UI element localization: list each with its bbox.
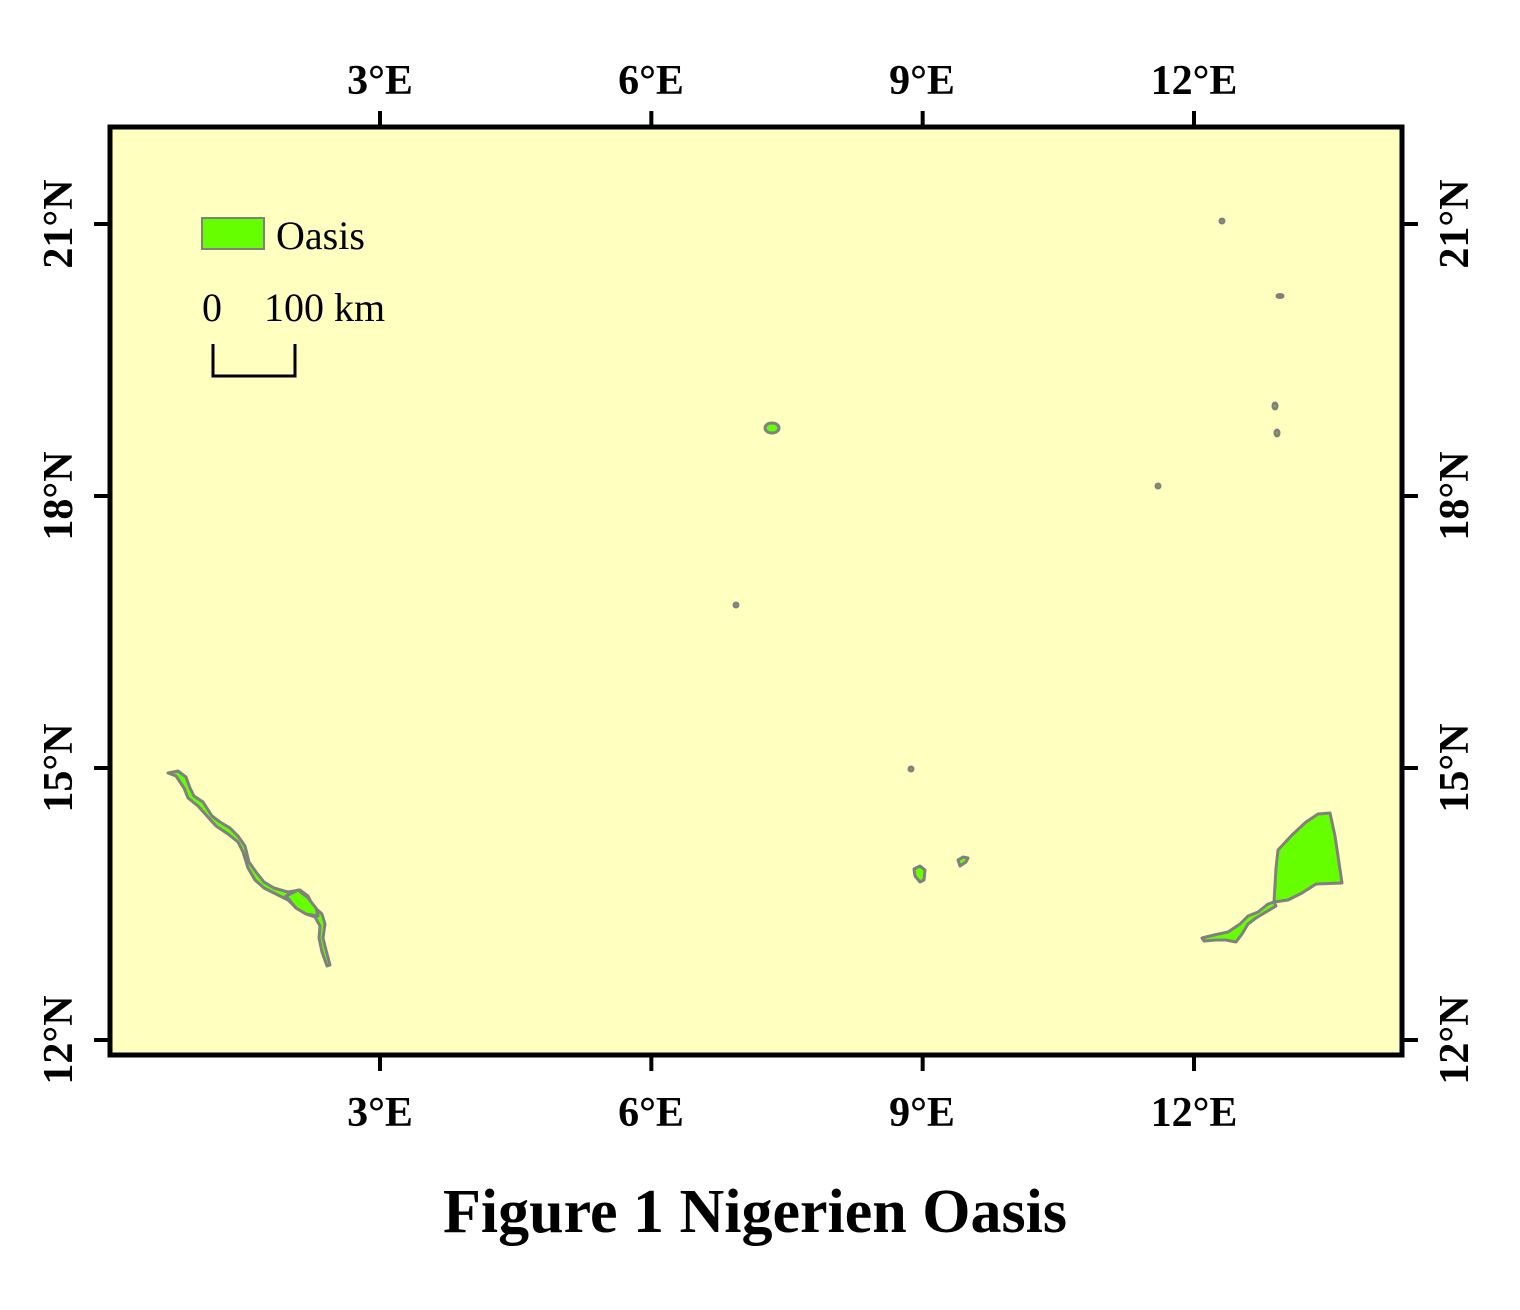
latitude-labels-right: 21°N 18°N 15°N 12°N bbox=[1432, 179, 1478, 1084]
lat-label-left-18: 18°N bbox=[36, 451, 82, 540]
figure-title: Figure 1 Nigerien Oasis bbox=[443, 1178, 1067, 1246]
lon-label-top-12: 12°E bbox=[1151, 58, 1238, 104]
lon-label-bottom-9: 9°E bbox=[889, 1090, 955, 1136]
map-frame bbox=[107, 124, 1405, 1058]
oasis-tiny-5 bbox=[1273, 428, 1281, 438]
oasis-tiny-6 bbox=[1154, 482, 1162, 490]
lon-label-top-3: 3°E bbox=[347, 58, 413, 104]
oasis-djado bbox=[1218, 217, 1226, 225]
lat-label-right-15: 15°N bbox=[1432, 723, 1478, 812]
legend-oasis-label: Oasis bbox=[276, 213, 365, 258]
lat-label-right-12: 12°N bbox=[1432, 995, 1478, 1084]
lat-label-left-12: 12°N bbox=[36, 995, 82, 1084]
legend: Oasis bbox=[201, 213, 365, 258]
lon-label-bottom-12: 12°E bbox=[1151, 1090, 1238, 1136]
longitude-labels-bottom: 3°E 6°E 9°E 12°E bbox=[347, 1090, 1237, 1136]
oasis-lake-chad bbox=[1272, 811, 1344, 904]
lon-label-bottom-6: 6°E bbox=[618, 1090, 684, 1136]
legend-oasis-swatch bbox=[201, 217, 265, 250]
oasis-agadez bbox=[763, 421, 781, 435]
graticule-ticks bbox=[94, 111, 1418, 1071]
oasis-tiny-4 bbox=[1271, 401, 1279, 411]
scale-zero-label: 0 bbox=[202, 285, 222, 330]
lat-label-right-21: 21°N bbox=[1432, 179, 1478, 268]
oasis-zinder-patch-2 bbox=[956, 855, 970, 868]
lon-label-top-6: 6°E bbox=[618, 58, 684, 104]
oasis-zinder-patch bbox=[912, 864, 927, 884]
oasis-tiny-1 bbox=[732, 601, 740, 609]
scale-bar-line bbox=[211, 344, 297, 378]
lat-label-left-21: 21°N bbox=[36, 179, 82, 268]
oasis-tiny-3 bbox=[1275, 293, 1285, 299]
lon-label-top-9: 9°E bbox=[889, 58, 955, 104]
lat-label-right-18: 18°N bbox=[1432, 451, 1478, 540]
oasis-komadugu-yobe bbox=[1200, 900, 1278, 944]
lat-label-left-15: 15°N bbox=[36, 723, 82, 812]
oasis-niger-river-wide bbox=[284, 888, 320, 918]
scale-max-label: 100 km bbox=[264, 285, 385, 330]
longitude-labels-top: 3°E 6°E 9°E 12°E bbox=[347, 58, 1237, 104]
lon-label-bottom-3: 3°E bbox=[347, 1090, 413, 1136]
scale-bar: 0 100 km bbox=[202, 285, 385, 378]
oasis-tiny-2 bbox=[907, 765, 915, 773]
oasis-niger-river bbox=[166, 769, 332, 968]
oasis-features bbox=[166, 217, 1344, 968]
latitude-labels-left: 21°N 18°N 15°N 12°N bbox=[36, 179, 82, 1084]
